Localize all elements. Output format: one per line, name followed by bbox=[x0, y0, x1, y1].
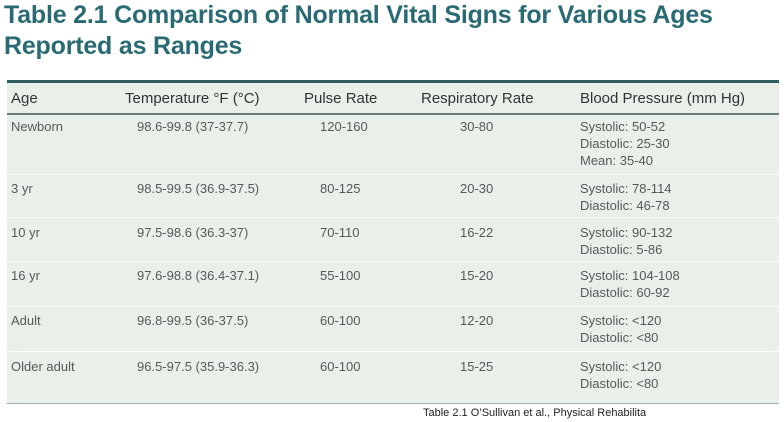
bp-mean: Mean: 35-40 bbox=[580, 153, 653, 168]
bp-systolic: Systolic: <120 bbox=[580, 359, 662, 374]
bp-systolic: Systolic: 78-114 bbox=[580, 181, 672, 196]
cell-blood-pressure: Systolic: 90-132 Diastolic: 5-86 bbox=[580, 224, 673, 258]
header-temperature: Temperature °F (°C) bbox=[125, 90, 260, 107]
cell-respiratory-rate: 15-25 bbox=[460, 359, 494, 374]
vital-signs-table: Age Temperature °F (°C) Pulse Rate Respi… bbox=[7, 80, 779, 404]
table-title: Table 2.1 Comparison of Normal Vital Sig… bbox=[4, 1, 713, 60]
table-row: 10 yr 97.5-98.6 (36.3-37) 70-110 16-22 S… bbox=[7, 218, 779, 262]
cell-pulse-rate: 70-110 bbox=[320, 225, 360, 240]
cell-blood-pressure: Systolic: <120 Diastolic: <80 bbox=[580, 358, 661, 392]
cell-pulse-rate: 120-160 bbox=[320, 119, 368, 134]
cell-age: 3 yr bbox=[11, 181, 33, 196]
bp-diastolic: Diastolic: 60-92 bbox=[580, 285, 670, 300]
cell-respiratory-rate: 16-22 bbox=[460, 225, 494, 240]
cell-pulse-rate: 60-100 bbox=[320, 313, 361, 328]
bp-systolic: Systolic: 50-52 bbox=[580, 119, 666, 134]
bp-systolic: Systolic: 90-132 bbox=[580, 225, 673, 240]
header-blood-pressure: Blood Pressure (mm Hg) bbox=[580, 90, 746, 107]
table-row: Adult 96.8-99.5 (36-37.5) 60-100 12-20 S… bbox=[7, 307, 779, 352]
cell-temperature: 98.6-99.8 (37-37.7) bbox=[137, 119, 249, 134]
cell-blood-pressure: Systolic: <120 Diastolic: <80 bbox=[580, 312, 661, 346]
cell-age: Adult bbox=[11, 313, 41, 328]
bp-diastolic: Diastolic: 46-78 bbox=[580, 198, 670, 213]
table-row: 3 yr 98.5-99.5 (36.9-37.5) 80-125 20-30 … bbox=[7, 175, 779, 218]
cell-age: 16 yr bbox=[11, 268, 40, 283]
table-row: Older adult 96.5-97.5 (35.9-36.3) 60-100… bbox=[7, 352, 779, 402]
table-row: Newborn 98.6-99.8 (37-37.7) 120-160 30-8… bbox=[7, 115, 779, 175]
cell-age: Newborn bbox=[11, 119, 64, 134]
table-row: 16 yr 97.6-98.8 (36.4-37.1) 55-100 15-20… bbox=[7, 262, 779, 307]
cell-respiratory-rate: 20-30 bbox=[460, 181, 494, 196]
cell-temperature: 97.6-98.8 (36.4-37.1) bbox=[137, 268, 260, 283]
cell-temperature: 97.5-98.6 (36.3-37) bbox=[137, 225, 249, 240]
header-respiratory-rate: Respiratory Rate bbox=[421, 90, 534, 107]
header-pulse-rate: Pulse Rate bbox=[304, 90, 378, 107]
cell-pulse-rate: 55-100 bbox=[320, 268, 361, 283]
cell-blood-pressure: Systolic: 78-114 Diastolic: 46-78 bbox=[580, 180, 672, 214]
cell-blood-pressure: Systolic: 50-52 Diastolic: 25-30 Mean: 3… bbox=[580, 118, 670, 169]
cell-respiratory-rate: 15-20 bbox=[460, 268, 494, 283]
cell-pulse-rate: 60-100 bbox=[320, 359, 361, 374]
cell-temperature: 96.5-97.5 (35.9-36.3) bbox=[137, 359, 260, 374]
table-header-row: Age Temperature °F (°C) Pulse Rate Respi… bbox=[7, 83, 779, 115]
cell-respiratory-rate: 30-80 bbox=[460, 119, 494, 134]
cell-age: Older adult bbox=[11, 359, 75, 374]
cell-blood-pressure: Systolic: 104-108 Diastolic: 60-92 bbox=[580, 267, 680, 301]
header-age: Age bbox=[11, 90, 38, 107]
bp-systolic: Systolic: 104-108 bbox=[580, 268, 680, 283]
cell-age: 10 yr bbox=[11, 225, 40, 240]
bp-diastolic: Diastolic: <80 bbox=[580, 330, 659, 345]
cell-pulse-rate: 80-125 bbox=[320, 181, 361, 196]
cell-respiratory-rate: 12-20 bbox=[460, 313, 494, 328]
bp-diastolic: Diastolic: 25-30 bbox=[580, 136, 670, 151]
cell-temperature: 98.5-99.5 (36.9-37.5) bbox=[137, 181, 260, 196]
source-caption: Table 2.1 O’Sullivan et al., Physical Re… bbox=[423, 407, 647, 419]
bp-diastolic: Diastolic: <80 bbox=[580, 376, 659, 391]
bp-systolic: Systolic: <120 bbox=[580, 313, 662, 328]
cell-temperature: 96.8-99.5 (36-37.5) bbox=[137, 313, 249, 328]
bp-diastolic: Diastolic: 5-86 bbox=[580, 242, 663, 257]
